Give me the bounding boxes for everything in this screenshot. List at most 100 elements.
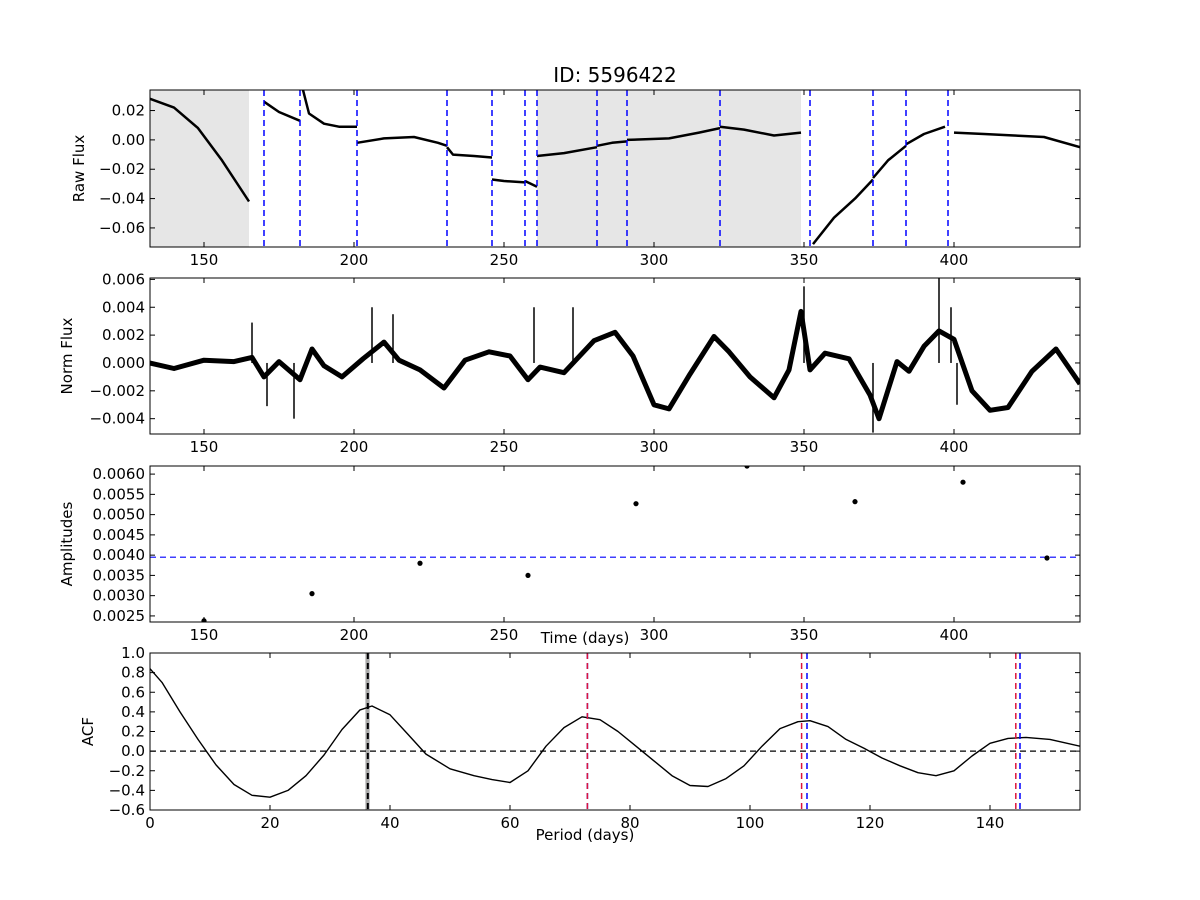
shaded-region (150, 90, 249, 247)
x-tick-label: 150 (190, 438, 219, 456)
axes-frame (149, 652, 1081, 811)
raw-flux-segment (872, 144, 907, 179)
y-tick-label: 0.006 (102, 270, 145, 288)
x-tick-label: 400 (940, 626, 969, 644)
norm-flux-panel: 150 200 250 300 350 400 −0.004 −0.002 0.000 0.002… (58, 270, 1081, 456)
y-tick-label: 0.0060 (93, 465, 146, 483)
axes-frame (149, 277, 1081, 435)
x-tick-label: 300 (640, 251, 669, 269)
y-tick-label: 0.0 (121, 742, 145, 760)
y-tick-label: 0.0025 (93, 607, 146, 625)
norm-flux-line (150, 308, 1080, 422)
y-tick-label: −0.4 (109, 781, 145, 799)
raw-flux-segment (536, 145, 598, 158)
x-tick-label: 0 (145, 814, 155, 832)
x-tick-label: 200 (340, 438, 369, 456)
plot-area (150, 466, 1080, 622)
raw-flux-segment (491, 178, 526, 184)
x-tick-label: 150 (190, 251, 219, 269)
y-tick-label: 0.4 (121, 703, 145, 721)
x-tick-label: 300 (640, 626, 669, 644)
x-tick-label: 350 (790, 251, 819, 269)
y-tick-label: 0.0050 (93, 506, 146, 524)
x-tick-label: 250 (490, 626, 519, 644)
x-tick-label: 120 (856, 814, 885, 832)
shaded-region (537, 90, 801, 247)
x-tick-label: 350 (790, 438, 819, 456)
plot-area (150, 90, 1080, 247)
amplitude-point (309, 591, 315, 597)
y-tick-label: 1.0 (121, 644, 145, 662)
x-tick-label: 400 (940, 438, 969, 456)
amplitude-point (633, 501, 639, 507)
amplitude-point (852, 499, 858, 505)
axes-frame (149, 465, 1081, 623)
raw-flux-segment (953, 131, 1080, 149)
raw-flux-segment (263, 100, 301, 122)
y-tick-label: 0.002 (102, 326, 145, 344)
x-tick-label: 20 (260, 814, 279, 832)
x-axis-label: Period (days) (536, 826, 635, 844)
x-axis-label: Time (days) (540, 629, 630, 647)
y-tick-label: 0.8 (121, 664, 145, 682)
y-axis-label: Raw Flux (70, 135, 88, 203)
x-tick-label: 150 (190, 626, 219, 644)
raw-flux-segment (596, 140, 628, 148)
x-tick-label: 350 (790, 626, 819, 644)
y-tick-label: −0.02 (99, 160, 145, 178)
acf-panel: 0 20 40 60 80 100 120 140 −0.6 −0.4−0.2 0.00.2 0.4 0… (79, 644, 1081, 844)
y-tick-label: 0.6 (121, 683, 145, 701)
y-tick-label: −0.004 (89, 410, 145, 428)
y-tick-label: −0.04 (99, 190, 145, 208)
amplitude-point (960, 479, 966, 485)
raw-flux-segment (446, 146, 493, 159)
acf-line (150, 668, 1080, 798)
amplitude-point (417, 560, 423, 566)
plot-area (150, 278, 1080, 433)
y-tick-label: −0.6 (109, 801, 145, 819)
y-tick-label: 0.0040 (93, 546, 146, 564)
raw-flux-segment (626, 126, 721, 142)
y-tick-label: 0.0055 (93, 485, 146, 503)
x-tick-label: 400 (940, 251, 969, 269)
raw-flux-segment (812, 178, 874, 245)
x-tick-label: 250 (490, 251, 519, 269)
y-tick-label: 0.2 (121, 723, 145, 741)
amplitude-point (744, 466, 750, 469)
x-tick-label: 300 (640, 438, 669, 456)
x-tick-label: 100 (736, 814, 765, 832)
y-tick-label: −0.2 (109, 762, 145, 780)
amplitude-point (1044, 555, 1050, 561)
period-uncertainty-band (365, 653, 370, 810)
y-tick-label: 0.000 (102, 354, 145, 372)
raw-flux-segment (719, 125, 802, 137)
y-tick-label: 0.0030 (93, 587, 146, 605)
x-tick-label: 80 (620, 814, 639, 832)
raw-flux-segment (150, 97, 251, 203)
plot-area (150, 653, 1080, 810)
y-tick-label: −0.002 (89, 382, 145, 400)
y-tick-label: −0.06 (99, 219, 145, 237)
raw-flux-segment (524, 179, 538, 188)
y-axis-label: Norm Flux (58, 317, 76, 394)
x-tick-label: 140 (976, 814, 1005, 832)
amplitude-point (525, 572, 531, 579)
y-axis-label: ACF (79, 717, 97, 746)
raw-flux-segment (356, 135, 448, 147)
raw-flux-panel: 150 200 250 300 350 400 −0.06 −0.04 −0.02 0.00 0.0… (70, 89, 1081, 269)
y-tick-label: 0.00 (112, 131, 145, 149)
x-tick-label: 200 (340, 626, 369, 644)
figure-title: ID: 5596422 (553, 63, 676, 87)
axes-frame (149, 89, 1081, 248)
y-tick-label: 0.004 (102, 298, 145, 316)
y-axis-label: Amplitudes (58, 501, 76, 586)
raw-flux-segment (301, 90, 357, 128)
raw-flux-segment (905, 125, 946, 146)
y-tick-label: 0.02 (112, 102, 145, 120)
amplitudes-panel: 150 200 250 300 350 400 0.0025 0.0030 0.0035 0.00… (58, 465, 1081, 647)
y-tick-label: 0.0045 (93, 526, 146, 544)
y-tick-label: 0.0035 (93, 566, 146, 584)
x-tick-label: 60 (500, 814, 519, 832)
x-tick-label: 40 (380, 814, 399, 832)
